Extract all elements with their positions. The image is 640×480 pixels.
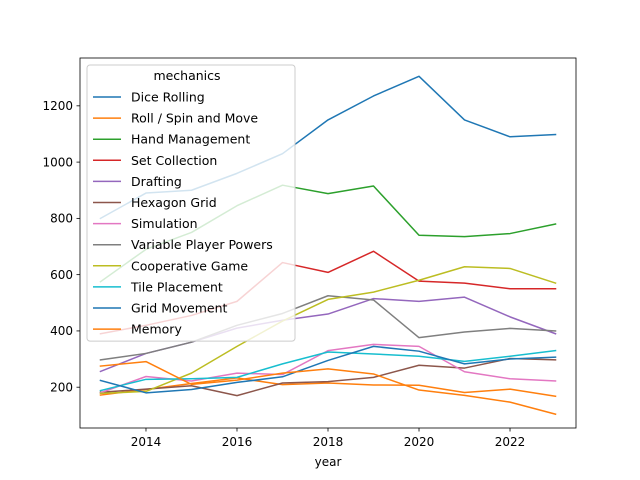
legend-entry: Set Collection xyxy=(131,153,217,168)
legend-frame xyxy=(86,64,296,342)
x-tick-label: 2018 xyxy=(313,435,344,449)
legend-entry: Hexagon Grid xyxy=(131,195,217,210)
y-tick-label: 1200 xyxy=(42,99,73,113)
series-line-grid-movement xyxy=(99,345,557,394)
legend-title: mechanics xyxy=(153,68,220,83)
legend-entry: Simulation xyxy=(131,216,198,231)
y-tick-label: 1000 xyxy=(42,155,73,169)
legend-entry: Memory xyxy=(131,322,182,337)
y-tick-label: 600 xyxy=(50,268,73,282)
legend-entry: Grid Movement xyxy=(131,301,228,316)
legend-entry: Variable Player Powers xyxy=(131,237,273,252)
x-axis-label: year xyxy=(315,455,342,469)
legend-entry: Cooperative Game xyxy=(131,258,248,273)
x-tick-label: 2016 xyxy=(222,435,253,449)
x-tick-label: 2022 xyxy=(495,435,526,449)
legend: mechanics Dice Rolling Roll / Spin and Mo… xyxy=(86,64,296,342)
legend-entry: Roll / Spin and Move xyxy=(131,111,258,126)
legend-entry: Drafting xyxy=(131,174,182,189)
axes: 2014 2016 2018 2020 2022 200 400 600 800 1000 1200 xyxy=(42,57,577,449)
series-line-variable-player-powers xyxy=(99,295,557,361)
x-tick-label: 2014 xyxy=(131,435,162,449)
x-tick-label: 2020 xyxy=(404,435,435,449)
series-line-roll-spin-and-move xyxy=(99,377,557,398)
y-tick-label: 400 xyxy=(50,324,73,338)
y-tick-label: 800 xyxy=(50,212,73,226)
legend-entry: Tile Placement xyxy=(130,279,223,294)
legend-entry: Dice Rolling xyxy=(131,90,205,105)
series-line-hexagon-grid xyxy=(99,357,557,397)
series-line-tile-placement xyxy=(99,349,557,392)
series-line-memory xyxy=(99,360,557,416)
legend-entry: Hand Management xyxy=(131,132,250,147)
y-tick-label: 200 xyxy=(50,381,73,395)
